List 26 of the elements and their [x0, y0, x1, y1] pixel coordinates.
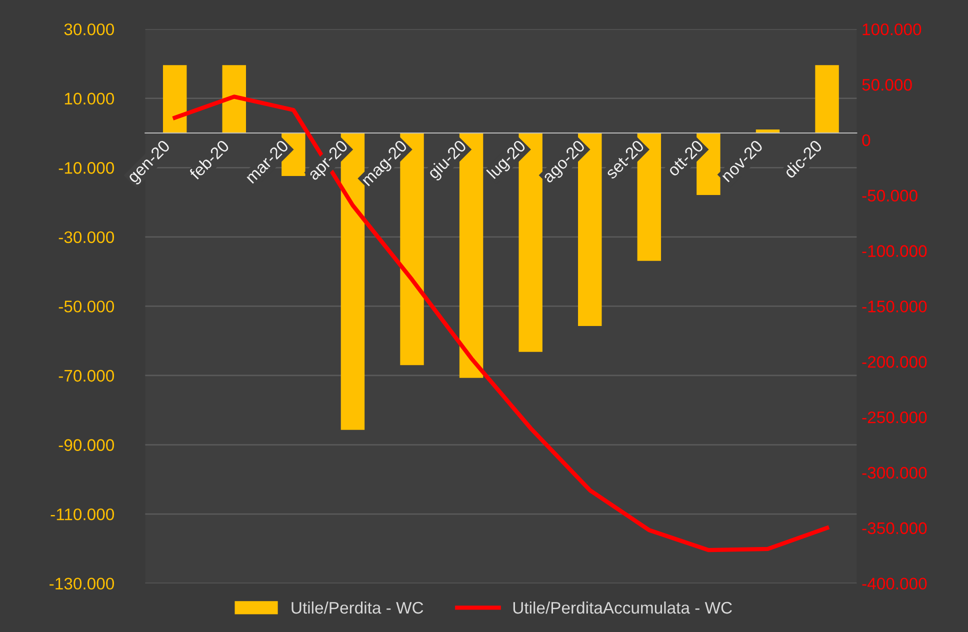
y-tick-label: 10.000 [64, 92, 114, 105]
y-tick-label: -130.000 [50, 578, 114, 590]
y-tick-label: -10.000 [58, 162, 114, 174]
y-tick-label: -30.000 [58, 231, 114, 244]
y-tick-label: -110.000 [50, 508, 114, 520]
y2-tick-label: -350.000 [862, 522, 927, 534]
y2-tick-label: 100.000 [862, 23, 922, 36]
y-tick-label: -90.000 [58, 439, 114, 451]
y2-tick-label: 0 [862, 134, 870, 146]
bar [815, 65, 839, 133]
y-tick-label: 30.000 [64, 23, 114, 36]
y2-tick-label: -400.000 [862, 578, 927, 590]
y-tick-label: -50.000 [58, 300, 114, 312]
y2-tick-label: 50.000 [862, 78, 912, 91]
y2-tick-label: -250.000 [862, 411, 927, 424]
y2-tick-label: -100.000 [862, 245, 927, 257]
y2-tick-label: -150.000 [862, 300, 927, 312]
line-series [172, 94, 830, 552]
legend-label: Utile/Perdita - WC [292, 601, 424, 614]
bar [222, 65, 246, 133]
y2-tick-label: -300.000 [862, 466, 927, 479]
y2-tick-label: -50.000 [862, 190, 918, 202]
y-tick-label: -70.000 [58, 370, 114, 382]
y2-tick-label: -200.000 [862, 356, 927, 368]
bar [162, 65, 187, 133]
legend-label: Utile/PerditaAccumulata - WC [513, 601, 732, 614]
